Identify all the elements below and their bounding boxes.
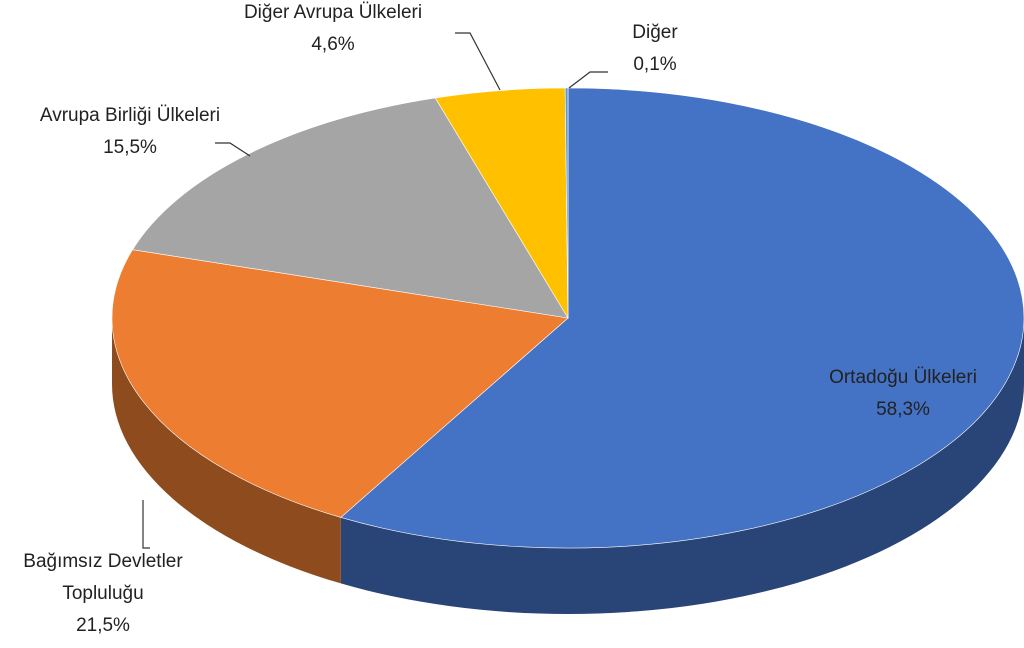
value-label: 21,5% xyxy=(76,615,130,636)
leader-line xyxy=(455,32,501,91)
slice xyxy=(340,87,1024,549)
value-label: 58,3% xyxy=(876,399,930,420)
value-label: 0,1% xyxy=(633,54,677,75)
slice xyxy=(564,87,569,319)
category-label: Avrupa Birliği Ülkeleri xyxy=(39,105,221,126)
data-label: Avrupa Birliği Ülkeleri 15,5% xyxy=(0,100,260,164)
data-label: Diğer 0,1% xyxy=(595,17,715,81)
leader-lines xyxy=(142,32,608,549)
slice xyxy=(111,249,569,518)
slice-side xyxy=(340,318,1024,614)
leader-line xyxy=(568,71,608,89)
category-label: Diğer xyxy=(632,22,678,43)
category-label: Diğer Avrupa Ülkeleri xyxy=(243,2,423,23)
data-label: Diğer Avrupa Ülkeleri 4,6% xyxy=(203,0,463,61)
leader-line xyxy=(142,500,150,549)
slice xyxy=(132,97,569,319)
value-label: 4,6% xyxy=(311,34,355,55)
slice-side xyxy=(112,318,341,584)
category-label: Bağımsız Devletler Topluluğu xyxy=(23,551,183,604)
leader-line xyxy=(215,142,251,157)
value-label: 15,5% xyxy=(103,137,157,158)
data-label: Bağımsız Devletler Topluluğu 21,5% xyxy=(0,546,208,642)
data-label: Ortadoğu Ülkeleri 58,3% xyxy=(773,362,1024,426)
category-label: Ortadoğu Ülkeleri xyxy=(829,367,977,388)
